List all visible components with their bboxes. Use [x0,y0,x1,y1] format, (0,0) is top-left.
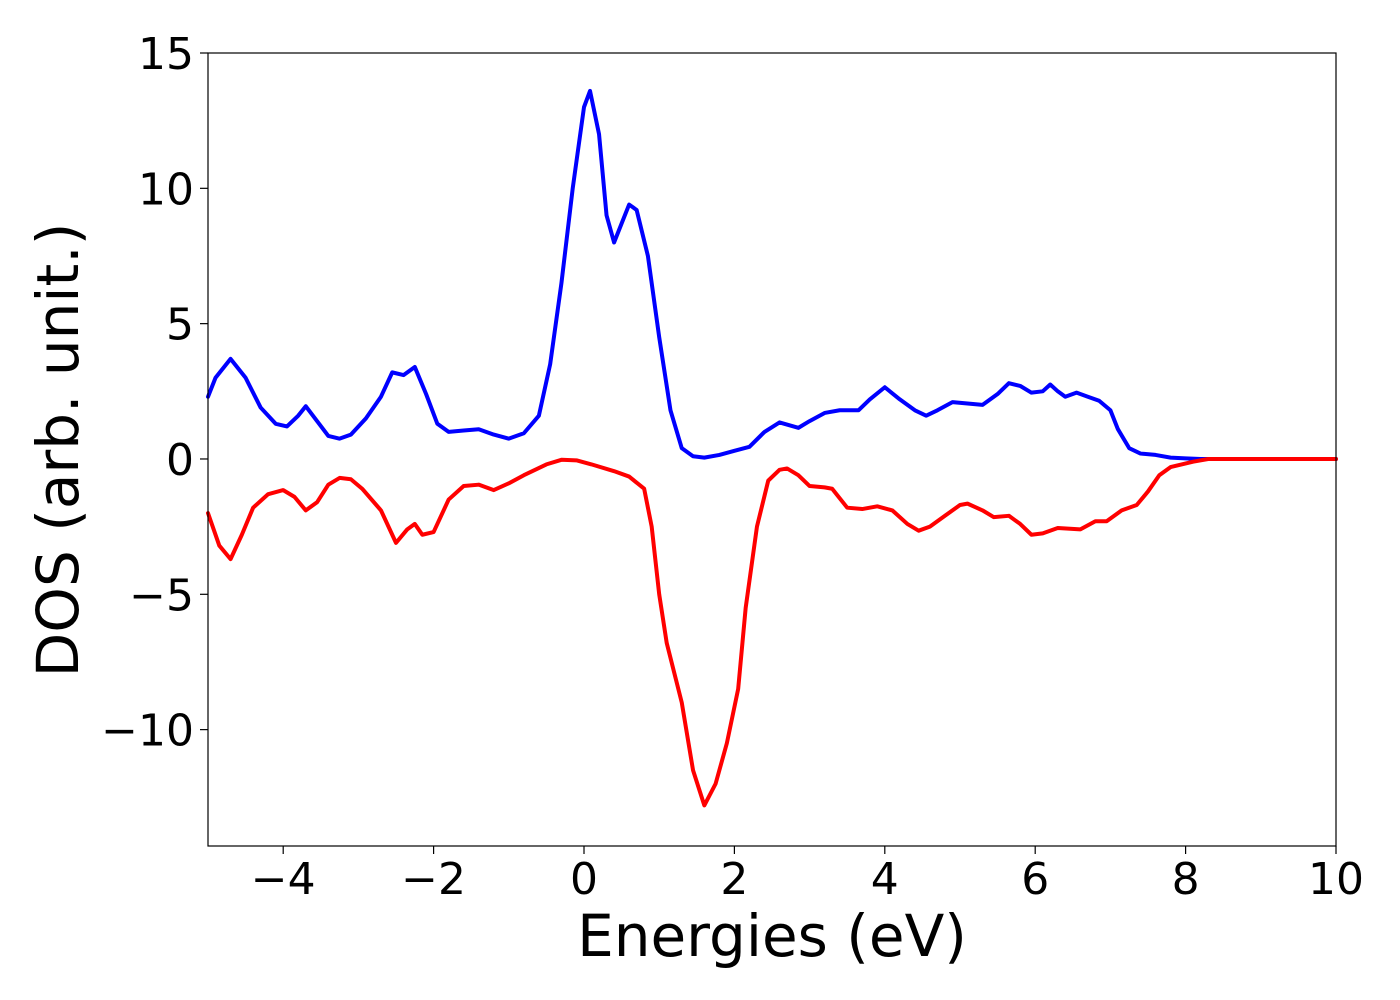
x-tick-label: 10 [1308,854,1364,905]
x-tick-label: −4 [251,854,316,905]
x-tick-label: 2 [720,854,748,905]
dos-line [206,456,1338,808]
x-tick-label: 4 [871,854,899,905]
x-tick-label: 0 [570,854,598,905]
x-axis-label: Energies (eV) [577,902,967,970]
y-tick-label: 10 [138,164,194,215]
plot-area [206,88,1338,808]
y-tick-label: 5 [166,300,194,351]
y-axis-label: DOS (arb. unit.) [24,223,92,678]
y-tick-label: 0 [166,435,194,486]
y-tick-label: −5 [129,570,194,621]
dos-line [206,88,1338,461]
x-tick-label: 8 [1172,854,1200,905]
x-tick-label: −2 [401,854,466,905]
y-tick-label: 15 [138,29,194,80]
y-tick-label: −10 [101,706,194,757]
x-tick-label: 6 [1021,854,1049,905]
axes-frame [207,52,1337,847]
